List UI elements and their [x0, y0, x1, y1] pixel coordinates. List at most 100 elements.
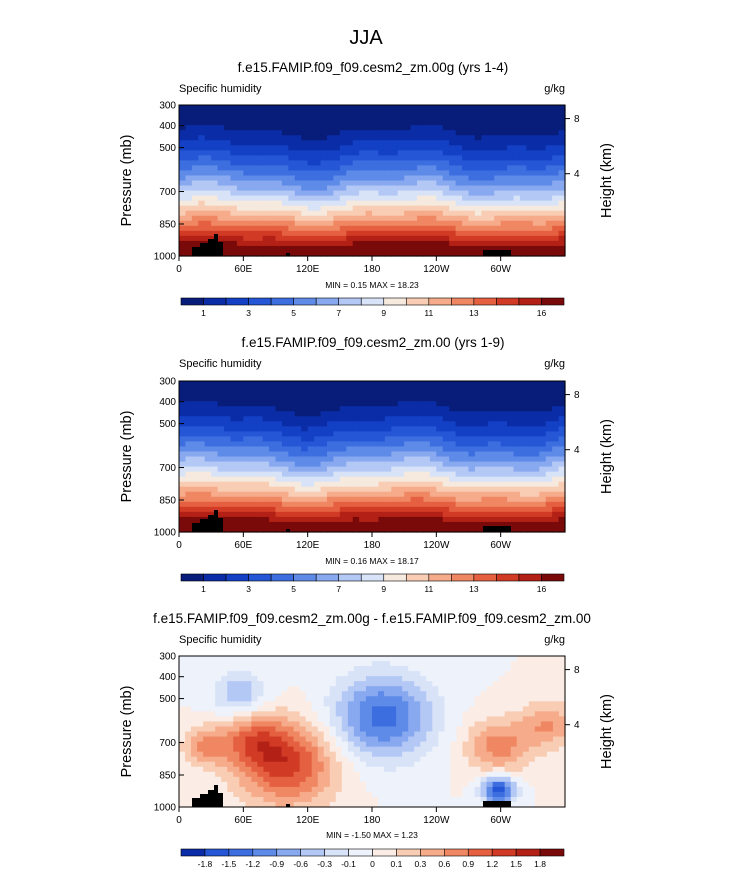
field-cell [487, 441, 495, 448]
field-cell [372, 391, 380, 397]
field-cell [191, 691, 198, 697]
field-cell [249, 150, 257, 156]
field-cell [294, 526, 302, 533]
field-cell [532, 105, 540, 111]
field-cell [391, 436, 399, 442]
x-tick-label: 180 [364, 264, 381, 275]
field-cell [257, 801, 265, 808]
field-cell [179, 170, 187, 177]
field-cell [314, 406, 322, 412]
field-cell [390, 716, 397, 723]
field-cell [281, 771, 289, 778]
field-cell [236, 461, 244, 468]
field-cell [305, 761, 313, 768]
field-cell [423, 516, 431, 523]
field-cell [217, 411, 225, 417]
field-cell [410, 115, 418, 121]
field-cell [426, 756, 433, 763]
field-cell [353, 686, 361, 692]
field-cell [239, 726, 246, 733]
field-cell [197, 666, 204, 672]
field-cell [532, 526, 540, 533]
field-cell [545, 160, 553, 166]
field-cell [347, 681, 355, 687]
field-cell [474, 155, 482, 161]
field-cell [299, 676, 307, 682]
field-cell [423, 461, 431, 468]
field-cell [288, 471, 296, 478]
field-cell [397, 125, 405, 131]
field-cell [239, 716, 246, 723]
field-cell [335, 706, 343, 712]
field-cell [365, 766, 373, 773]
field-cell [211, 471, 219, 478]
field-cell [359, 521, 367, 528]
field-cell [314, 456, 322, 463]
field-cell [539, 175, 547, 182]
field-cell [311, 716, 319, 723]
y2-axis-label: Height (km) [599, 143, 615, 218]
field-cell [487, 516, 495, 523]
field-cell [243, 115, 251, 121]
field-cell [526, 446, 534, 453]
field-cell [442, 401, 450, 407]
field-cell [243, 401, 251, 407]
field-cell [391, 195, 399, 202]
field-cell [468, 491, 476, 498]
field-cell [391, 516, 399, 523]
field-cell [372, 521, 380, 528]
field-cell [519, 491, 527, 498]
field-cell [281, 461, 289, 468]
field-cell [224, 210, 232, 217]
field-cell [532, 431, 540, 437]
field-cell [468, 235, 476, 242]
field-cell [378, 140, 386, 146]
field-cell [442, 125, 450, 131]
field-cell [288, 105, 296, 111]
field-cell [281, 656, 289, 662]
field-cell [500, 150, 508, 156]
field-cell [378, 486, 386, 493]
field-cell [507, 140, 515, 146]
field-cell [191, 386, 199, 392]
field-cell [353, 676, 361, 682]
field-cell [275, 416, 283, 422]
field-cell [481, 401, 489, 407]
field-cell [410, 200, 418, 207]
field-cell [311, 766, 319, 773]
field-cell [305, 791, 313, 798]
field-cell [436, 476, 444, 483]
field-cell [391, 381, 399, 387]
field-cell [417, 155, 425, 161]
field-cell [513, 406, 521, 412]
field-cell [481, 150, 489, 156]
field-cell [320, 511, 328, 518]
field-cell [378, 501, 386, 508]
field-cell [288, 441, 296, 448]
field-cell [326, 120, 334, 126]
field-cell [256, 130, 264, 136]
field-cell [408, 681, 415, 687]
field-cell [307, 421, 315, 427]
field-cell [320, 210, 328, 217]
field-cell [468, 140, 476, 146]
field-cell [179, 731, 186, 738]
field-cell [339, 175, 347, 182]
field-cell [414, 666, 421, 672]
field-cell [211, 135, 219, 141]
field-cell [353, 781, 361, 788]
field-cell [494, 195, 502, 202]
field-cell [396, 676, 403, 682]
field-cell [532, 110, 540, 116]
field-cell [384, 756, 391, 763]
field-cell [417, 105, 425, 111]
field-cell [204, 165, 212, 172]
field-cell [323, 741, 331, 748]
field-cell [532, 401, 540, 407]
field-cell [294, 115, 302, 121]
field-cell [185, 220, 193, 227]
field-cell [526, 245, 534, 252]
field-cell [269, 175, 277, 182]
field-cell [352, 441, 360, 448]
field-cell [436, 501, 444, 508]
